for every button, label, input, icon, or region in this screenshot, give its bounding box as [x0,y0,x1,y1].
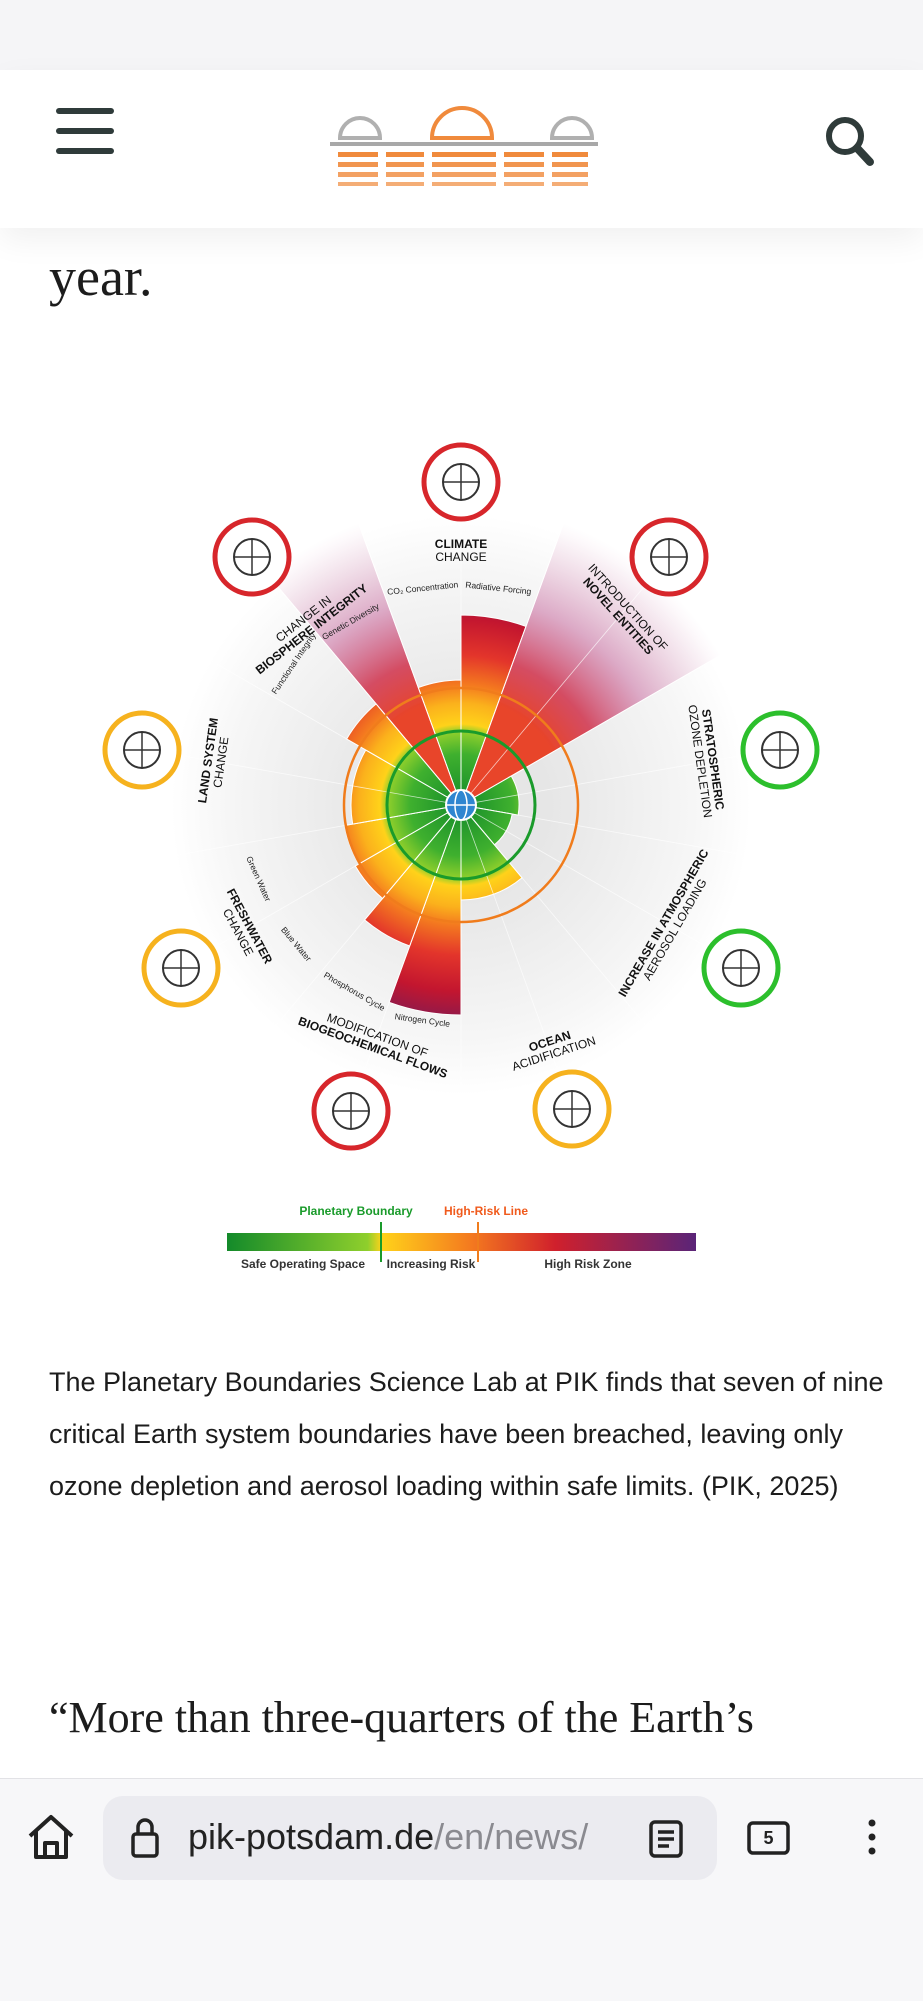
legend-label: Planetary Boundary [299,1204,413,1218]
browser-toolbar: pik-potsdam.de/en/news/ 5 [0,1778,923,2001]
site-logo[interactable] [330,106,598,188]
icon-glyph [762,732,798,768]
globe [445,789,477,821]
spoke [267,574,462,806]
menu-button[interactable] [56,108,114,154]
spoke [460,752,757,806]
dimension-label-line: CLIMATE [435,537,487,551]
lock-icon [131,1818,159,1858]
address-bar[interactable]: pik-potsdam.de/en/news/ [103,1796,717,1880]
menu-button[interactable] [868,1819,876,1855]
legend-label: High-Risk Line [444,1204,528,1218]
dimension-label-line: CHANGE [435,550,486,564]
header-graphics [56,106,874,188]
spoke [267,804,462,1036]
legend: Planetary Boundary High-Risk Line Safe O… [227,1204,696,1271]
legend-zone: High Risk Zone [544,1257,632,1271]
icon-glyph [333,1093,369,1129]
high-risk-ring [342,686,580,924]
figure-caption: The Planetary Boundaries Science Lab at … [49,1367,884,1501]
reader-mode-button[interactable] [649,1820,683,1858]
icon-glyph [443,464,479,500]
tabs-button[interactable] [747,1821,790,1855]
icon-glyph [651,539,687,575]
article-quote: “More than three-quarters of the Earth’s [49,1693,754,1742]
spoke [358,522,462,806]
spoke [460,804,722,956]
icon-glyph [234,539,270,575]
url-path: /en/news/ [434,1816,589,1857]
dimension-label: CLIMATE CHANGE [435,537,487,564]
spoke [460,522,564,806]
icon-glyph [163,950,199,986]
home-button[interactable] [28,1815,74,1859]
spoke [460,804,757,858]
status-bar [0,0,923,70]
spoke [358,804,462,1088]
legend-zone: Increasing Risk [387,1257,476,1271]
url-domain: pik-potsdam.de [188,1816,435,1857]
boundary-icons [102,442,820,1151]
spoke [460,804,655,1036]
tab-count[interactable]: 5 [763,1828,774,1848]
spoke [165,752,462,806]
url-text: pik-potsdam.de/en/news/ [188,1816,608,1858]
search-button[interactable] [826,117,874,166]
icon-glyph [554,1091,590,1127]
spoke [460,574,655,806]
toolbar-icons [28,1815,876,1859]
article-text: year. [49,247,153,307]
spoke [460,654,722,806]
site-header [0,70,923,228]
spoke [200,654,462,806]
spoke [165,804,462,858]
address-icons [131,1818,683,1858]
spoke [460,804,564,1088]
icon-glyph [124,732,160,768]
icon-glyph [723,950,759,986]
spoke [200,804,462,956]
legend-zone: Safe Operating Space [241,1257,365,1271]
legend-bar [227,1233,696,1251]
boundary-ring [385,729,537,881]
